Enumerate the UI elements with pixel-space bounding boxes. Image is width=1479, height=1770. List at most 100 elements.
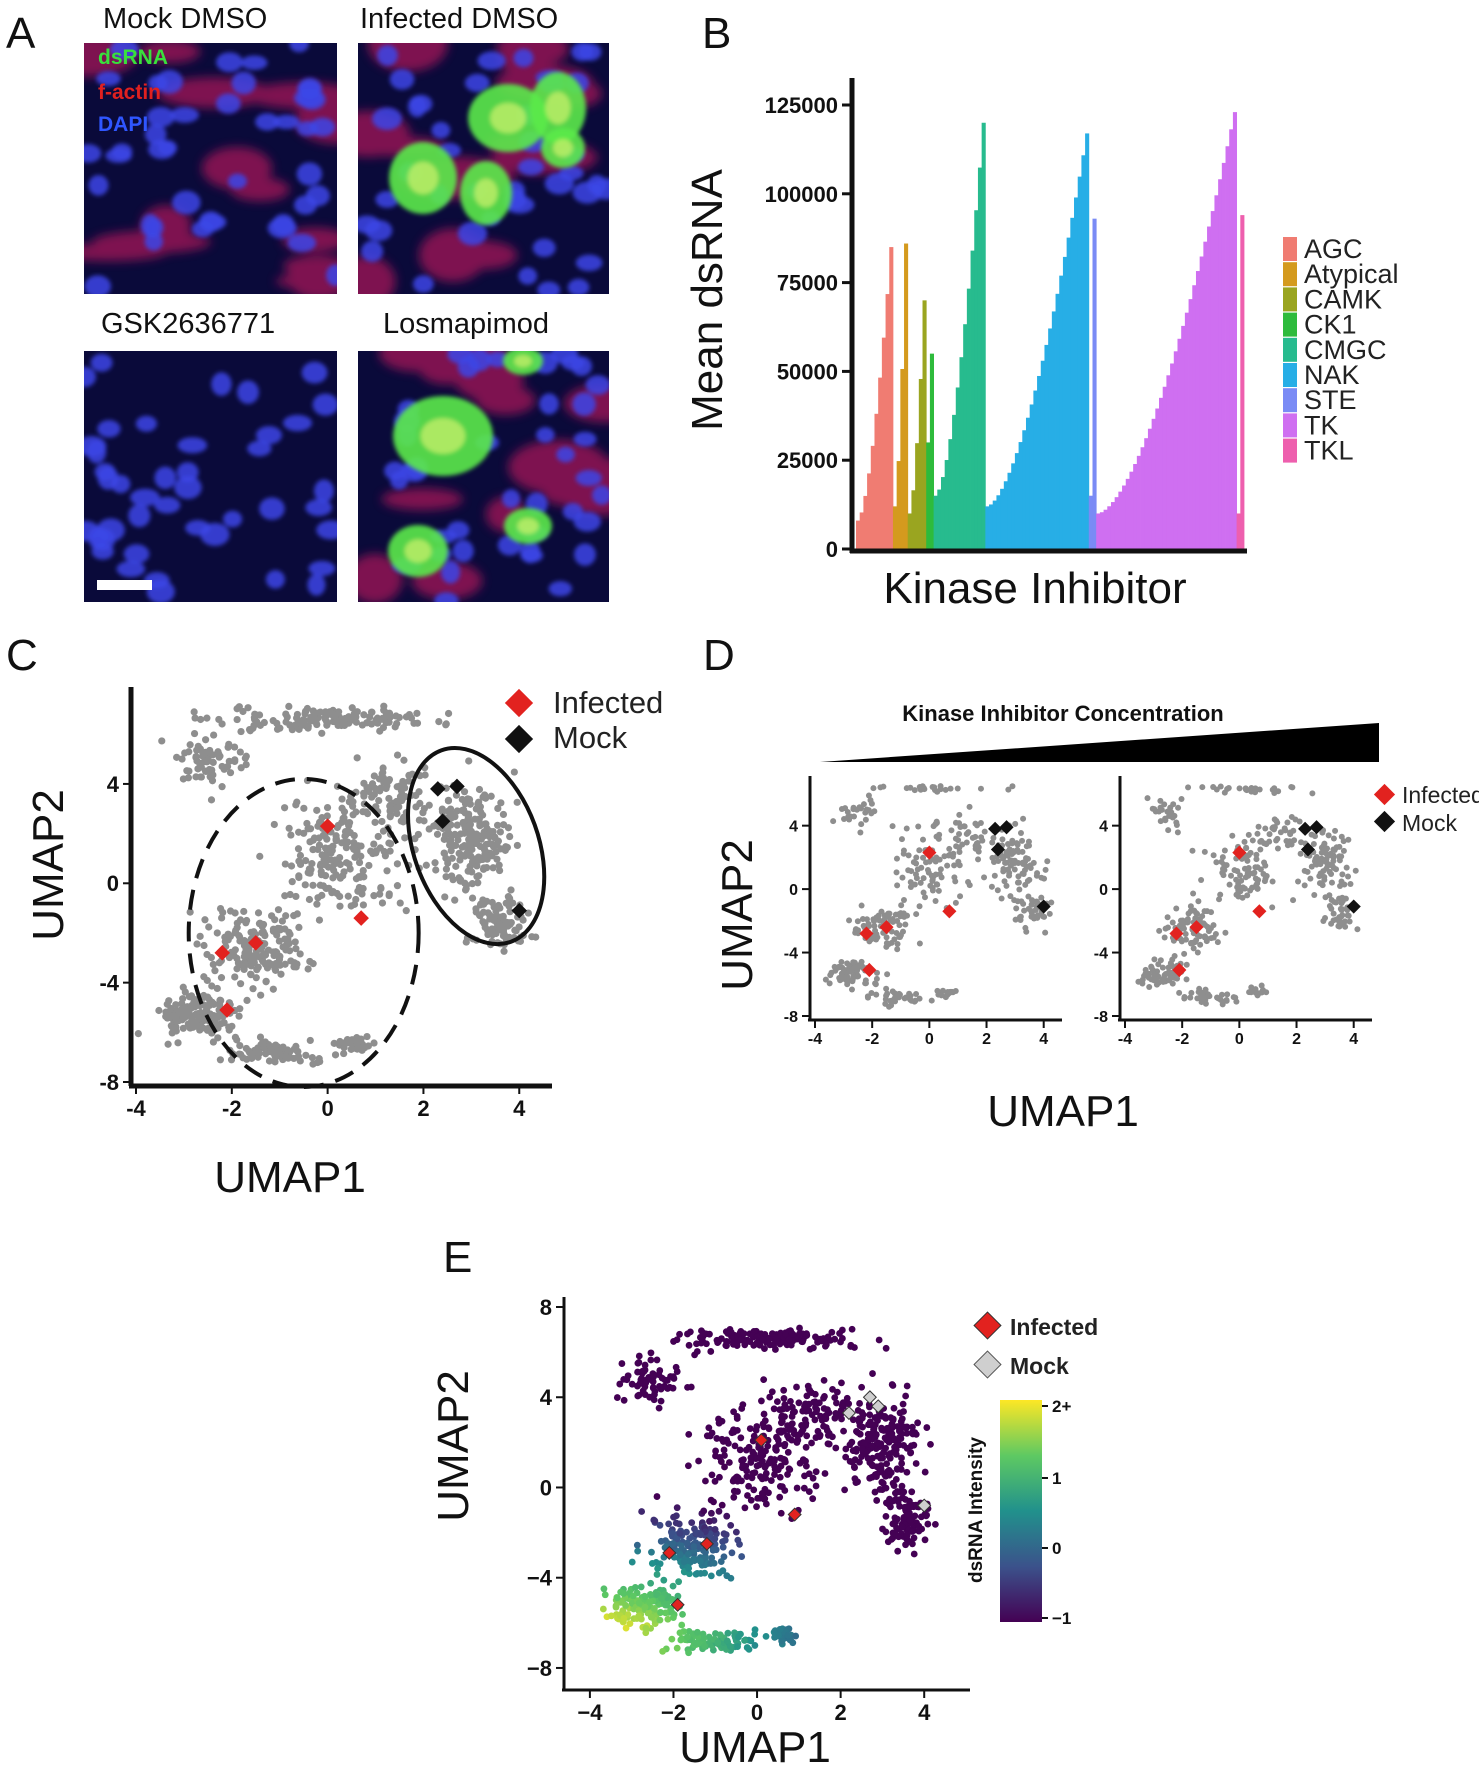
umap-point — [952, 899, 959, 906]
umap-point — [273, 1050, 281, 1058]
d1-x-tick-label: 4 — [1039, 1031, 1048, 1048]
umap-point — [231, 973, 239, 981]
umap-point — [903, 1468, 911, 1476]
umap-point — [1253, 856, 1260, 863]
umap-point — [657, 1609, 664, 1616]
umap-point — [873, 1470, 881, 1478]
umap-point — [1188, 989, 1195, 996]
umap-point — [313, 900, 321, 908]
umap-point — [231, 757, 239, 766]
umap-point — [1217, 996, 1224, 1003]
nucleus — [548, 581, 573, 597]
scale-bar — [97, 580, 152, 590]
umap-point — [858, 821, 865, 828]
umap-point — [1194, 910, 1201, 917]
umap-point — [832, 1444, 840, 1452]
umap-point — [955, 858, 962, 865]
umap-point — [723, 1512, 731, 1520]
umap-point — [1244, 857, 1251, 864]
bar-nak — [1003, 481, 1008, 549]
umap-point — [761, 1345, 768, 1352]
umap-point — [977, 785, 984, 792]
umap-point — [412, 791, 420, 800]
umap-point — [760, 1376, 768, 1384]
umap-point — [235, 1050, 243, 1058]
bar-tk — [1184, 312, 1189, 549]
umap-point — [284, 935, 292, 943]
nucleus — [578, 43, 602, 61]
umap-point — [707, 1348, 715, 1355]
nucleus — [389, 68, 415, 90]
umap-point — [306, 825, 315, 833]
umap-point — [435, 717, 443, 726]
umap-point — [853, 806, 860, 813]
bar-nak — [1070, 217, 1075, 550]
umap-point — [274, 906, 283, 914]
umap-point — [882, 1344, 890, 1352]
umap-point — [640, 1367, 648, 1375]
umap-point — [874, 1452, 882, 1460]
f-actin-signal — [283, 255, 337, 277]
bar-nak — [1033, 390, 1038, 549]
umap-point — [923, 859, 930, 866]
umap-point — [360, 789, 368, 797]
umap-point — [916, 903, 923, 910]
f-actin-signal — [358, 255, 396, 294]
umap-point — [841, 1486, 849, 1494]
umap-point — [838, 806, 845, 813]
umap-point — [456, 850, 464, 858]
nucleus — [502, 489, 521, 509]
umap-point — [1217, 891, 1224, 898]
umap-point — [626, 1620, 634, 1628]
umap-point — [805, 1488, 813, 1496]
umap-point — [210, 731, 218, 739]
nucleus — [297, 77, 322, 99]
umap-point — [285, 824, 293, 832]
nucleus — [289, 43, 309, 53]
umap-point — [688, 1519, 696, 1527]
umap-point — [1301, 882, 1308, 889]
umap-point — [462, 938, 470, 946]
d-legend-mock-label: Mock — [1402, 810, 1457, 836]
umap-point — [734, 1633, 742, 1641]
umap-point — [706, 1330, 713, 1338]
umap-point — [785, 1465, 793, 1473]
umap-point — [371, 818, 379, 826]
umap-point — [803, 1331, 811, 1339]
nucleus — [486, 351, 509, 368]
umap-point — [845, 1400, 853, 1408]
umap-point — [243, 996, 251, 1005]
bar-tk — [1181, 325, 1186, 549]
umap-point — [291, 938, 299, 946]
umap-point — [301, 710, 309, 718]
f-actin-signal — [275, 272, 337, 291]
umap-point — [714, 1639, 722, 1646]
d1-y-tick-label: 4 — [789, 818, 798, 835]
e-colorbar-tick-label: 1 — [1052, 1469, 1061, 1488]
umap-point — [323, 803, 332, 812]
umap-point — [696, 1557, 704, 1565]
umap-point — [1173, 821, 1180, 828]
nucleus — [130, 488, 160, 507]
umap-point — [1317, 870, 1324, 877]
umap-point — [1038, 874, 1045, 881]
umap-point — [207, 953, 215, 962]
umap-point — [416, 799, 424, 807]
umap-point — [787, 1341, 795, 1349]
umap-point — [480, 920, 489, 928]
umap-point — [191, 714, 199, 722]
umap-point — [265, 1057, 274, 1065]
nucleus — [96, 518, 125, 542]
umap-point — [849, 1416, 857, 1424]
umap-point — [650, 1373, 657, 1381]
b-legend-label-cmgc: CMGC — [1304, 335, 1387, 365]
e-legend: Infected Mock — [973, 1311, 1098, 1379]
umap-point — [179, 1024, 187, 1032]
bar-cmgc — [974, 210, 979, 549]
nucleus — [326, 264, 337, 287]
umap-point — [242, 919, 250, 927]
umap-point — [903, 825, 910, 832]
c-y-tick-label: 4 — [107, 772, 120, 797]
